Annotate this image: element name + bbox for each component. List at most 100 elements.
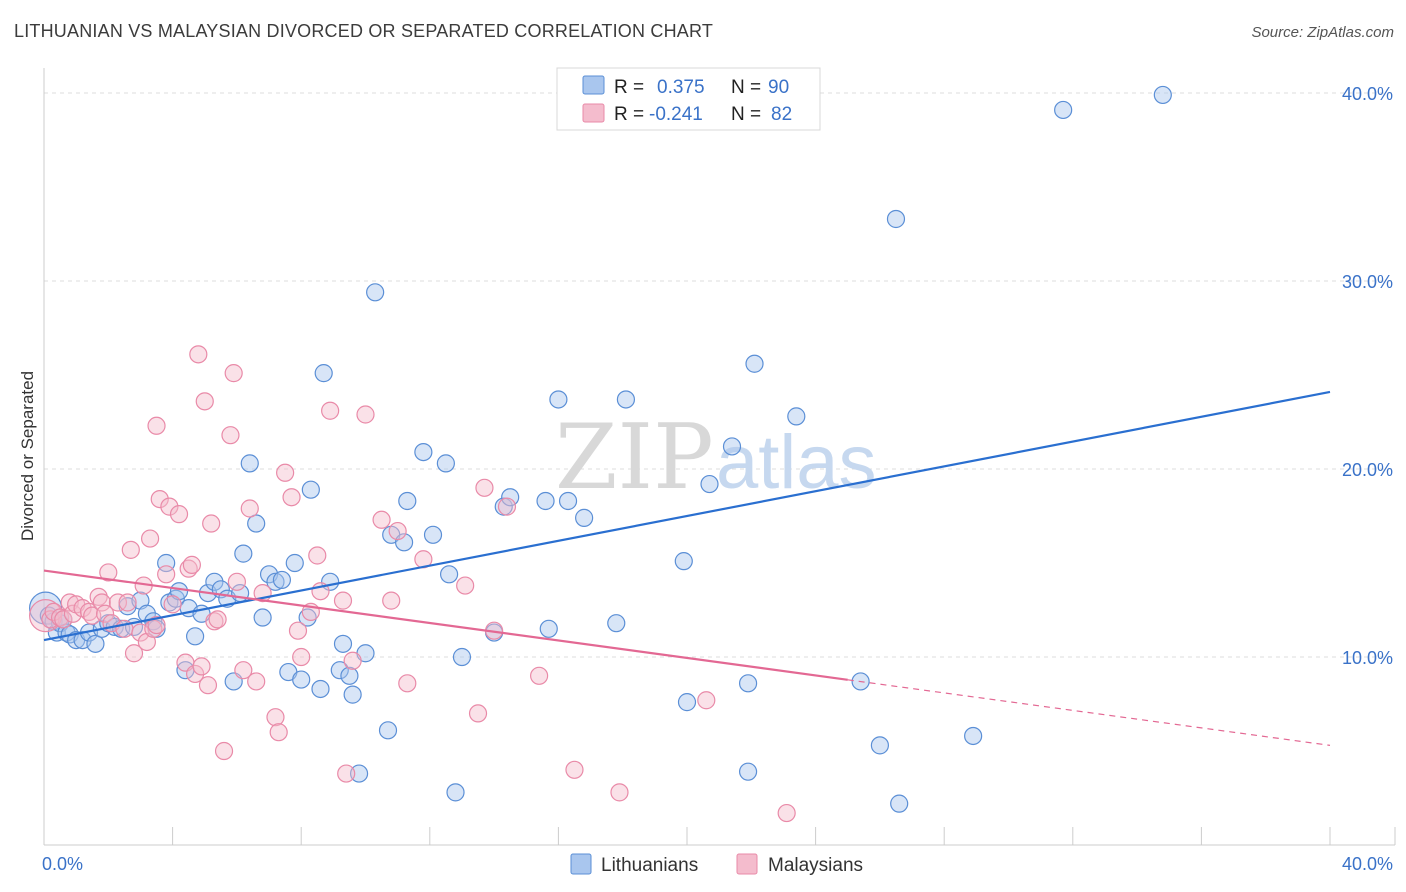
malaysian-point <box>497 497 517 516</box>
lithuanian-point <box>539 619 558 638</box>
malaysian-point <box>147 416 166 435</box>
legend-n-label-0: N = <box>731 77 761 98</box>
malaysian-point <box>343 651 362 670</box>
malaysian-point <box>697 691 716 710</box>
malaysian-point <box>186 664 205 684</box>
malaysian-point <box>266 708 285 727</box>
malaysian-point <box>610 783 629 802</box>
malaysian-point <box>160 497 179 516</box>
lithuanian-point <box>446 783 465 802</box>
lithuanian-point <box>340 666 359 685</box>
malaysian-point <box>321 401 340 420</box>
lithuanian-point <box>722 437 742 456</box>
malaysian-point <box>169 505 189 524</box>
lithuanian-point <box>272 570 292 590</box>
y-tick-label: 30.0% <box>1342 272 1393 292</box>
chart-title: LITHUANIAN VS MALAYSIAN DIVORCED OR SEPA… <box>14 21 714 41</box>
lithuanian-point <box>343 685 362 704</box>
lithuanian-point <box>234 544 253 563</box>
malaysian-point <box>565 760 584 779</box>
malaysian-point <box>163 595 182 614</box>
malaysian-point <box>456 576 475 595</box>
bottom-legend-swatch-malaysians <box>736 853 758 875</box>
malaysian-point <box>288 621 308 640</box>
malaysian-point <box>195 392 214 411</box>
malaysian-point <box>356 405 375 424</box>
lithuanian-point <box>787 407 806 426</box>
lithuanian-point <box>266 572 285 591</box>
malaysian-point <box>475 478 494 497</box>
y-tick-label: 40.0% <box>1342 84 1393 104</box>
malaysian-point <box>333 591 353 610</box>
legend-swatch-pink <box>582 103 605 123</box>
watermark: ZIP atlas <box>555 405 877 510</box>
malaysian-point <box>157 565 176 584</box>
stats-legend: R = 0.375 N = 90 R = -0.241 N = 82 <box>556 67 821 131</box>
y-tick-label: 10.0% <box>1342 648 1393 668</box>
lithuanian-point <box>700 474 719 494</box>
lithuanian-point <box>330 661 349 680</box>
lithuanian-point <box>674 552 693 571</box>
watermark-zip: ZIP <box>555 405 714 510</box>
malaysian-point <box>99 563 118 582</box>
bottom-legend-swatch-lithuanians <box>570 853 592 875</box>
lithuanian-point <box>452 647 472 667</box>
legend-n-label-1: N = <box>731 104 761 125</box>
y-tick-label: 20.0% <box>1342 460 1393 480</box>
lithuanian-point <box>394 533 414 552</box>
lithuanian-point <box>285 553 304 573</box>
series-legend: Lithuanians Malaysians <box>570 853 863 876</box>
malaysian-point <box>150 489 169 509</box>
lithuanian-point <box>253 608 272 627</box>
lithuanian-point <box>536 491 555 511</box>
lithuanian-point <box>314 364 333 383</box>
malaysian-point <box>214 741 234 761</box>
legend-n-value-0: 90 <box>768 77 789 98</box>
lithuanian-point <box>349 764 369 783</box>
lithuanian-point <box>378 721 398 740</box>
malaysian-point <box>308 546 327 565</box>
malaysian-point <box>54 610 73 629</box>
lithuanian-point <box>738 762 758 781</box>
lithuanian-point <box>745 354 764 373</box>
lithuanian-point <box>298 608 317 627</box>
malaysian-point <box>192 657 211 676</box>
lithuanian-point <box>890 794 909 813</box>
malaysian-point <box>221 426 240 445</box>
trend-layer <box>43 390 1331 746</box>
lithuanian-point <box>205 572 224 591</box>
malaysian-point <box>388 521 407 541</box>
malaysian-point <box>224 364 243 383</box>
x-tick-label: 40.0% <box>1342 854 1393 874</box>
malaysian-point <box>382 591 401 610</box>
malaysian-point <box>234 661 253 680</box>
malaysian-point <box>118 593 137 612</box>
axis-layer: 10.0% 20.0% 30.0% 40.0% 0.0% 40.0% <box>42 68 1396 874</box>
malaysian-point <box>147 615 166 635</box>
malaysian-point <box>282 488 301 507</box>
lithuanian-point <box>558 491 578 511</box>
lithuanian-point <box>439 565 459 584</box>
lithuanian-point <box>436 454 455 473</box>
lithuanian-point <box>86 634 105 653</box>
malaysian-point <box>276 463 295 482</box>
lithuanian-point <box>333 634 353 653</box>
legend-n-value-1: 82 <box>771 104 792 125</box>
bottom-legend-malaysians: Malaysians <box>768 855 863 876</box>
malaysian-point <box>337 764 356 783</box>
lithuanian-point <box>738 674 758 693</box>
malaysian-point <box>198 676 218 695</box>
malaysian-point <box>202 514 221 533</box>
malaysian-point <box>398 674 417 693</box>
lithuanian-point <box>366 283 385 302</box>
trend-line-malaysians <box>43 569 848 681</box>
lithuanian-point <box>301 480 320 499</box>
malaysian-point <box>247 672 266 691</box>
lithuanian-point <box>677 693 697 712</box>
watermark-atlas: atlas <box>716 420 877 505</box>
lithuanian-point <box>870 736 890 755</box>
malaysian-point <box>468 704 488 723</box>
lithuanian-point <box>311 679 330 699</box>
legend-r-value-0: 0.375 <box>657 77 705 98</box>
